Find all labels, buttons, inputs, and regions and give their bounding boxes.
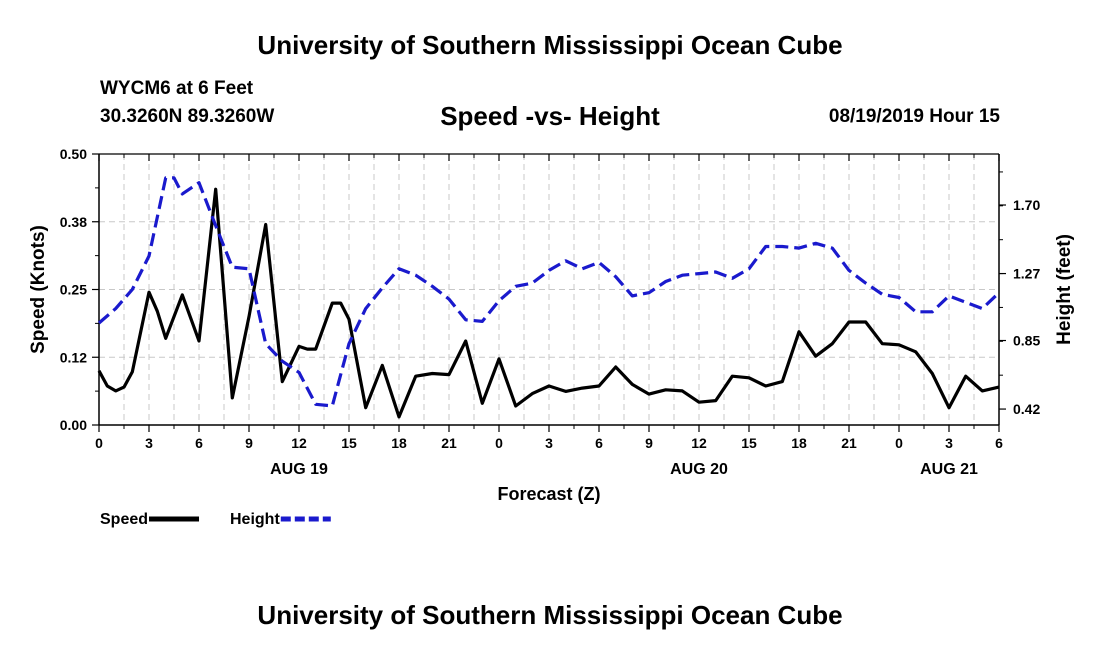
station-label: WYCM6 at 6 Feet xyxy=(100,78,254,99)
y-tick-label: 0.38 xyxy=(60,214,87,230)
y2-axis-label: Height (feet) xyxy=(1054,234,1075,345)
y-axis-label: Speed (Knots) xyxy=(28,225,49,354)
day-label: AUG 19 xyxy=(270,461,328,478)
day-label: AUG 21 xyxy=(920,461,978,478)
x-tick-label: 0 xyxy=(895,435,903,451)
x-tick-label: 12 xyxy=(291,435,307,451)
x-tick-label: 21 xyxy=(841,435,857,451)
y2-tick-label: 1.27 xyxy=(1013,266,1040,282)
series-line-speed xyxy=(97,187,1000,419)
y-tick-label: 0.25 xyxy=(60,282,87,298)
x-tick-label: 18 xyxy=(791,435,807,451)
legend-label-height: Height xyxy=(230,511,280,528)
day-label: AUG 20 xyxy=(670,461,728,478)
chart-subtitle: Speed -vs- Height xyxy=(440,101,660,131)
y-tick-label: 0.50 xyxy=(60,146,87,162)
legend-label-speed: Speed xyxy=(100,511,148,528)
x-tick-label: 9 xyxy=(245,435,253,451)
x-tick-label: 21 xyxy=(441,435,457,451)
y2-tick-label: 0.85 xyxy=(1013,333,1040,349)
station-coordinates: 30.3260N 89.3260W xyxy=(100,106,275,127)
footer-title: University of Southern Mississippi Ocean… xyxy=(257,600,843,630)
forecast-datetime: 08/19/2019 Hour 15 xyxy=(828,106,1000,127)
x-axis-label: Forecast (Z) xyxy=(497,484,600,504)
y-tick-label: 0.00 xyxy=(60,417,87,433)
x-tick-label: 0 xyxy=(495,435,503,451)
x-tick-label: 9 xyxy=(645,435,653,451)
y2-tick-label: 0.42 xyxy=(1013,401,1040,417)
x-tick-label: 3 xyxy=(545,435,553,451)
x-tick-label: 3 xyxy=(945,435,953,451)
x-tick-label: 6 xyxy=(595,435,603,451)
y2-tick-label: 1.70 xyxy=(1013,197,1040,213)
y-tick-label: 0.12 xyxy=(60,349,87,365)
x-tick-label: 0 xyxy=(95,435,103,451)
x-tick-label: 15 xyxy=(741,435,757,451)
x-tick-label: 12 xyxy=(691,435,707,451)
x-tick-label: 3 xyxy=(145,435,153,451)
series-line-height xyxy=(97,176,1001,408)
x-tick-label: 18 xyxy=(391,435,407,451)
x-tick-label: 15 xyxy=(341,435,357,451)
x-tick-label: 6 xyxy=(995,435,1003,451)
x-tick-label: 6 xyxy=(195,435,203,451)
chart-title: University of Southern Mississippi Ocean… xyxy=(257,30,843,60)
